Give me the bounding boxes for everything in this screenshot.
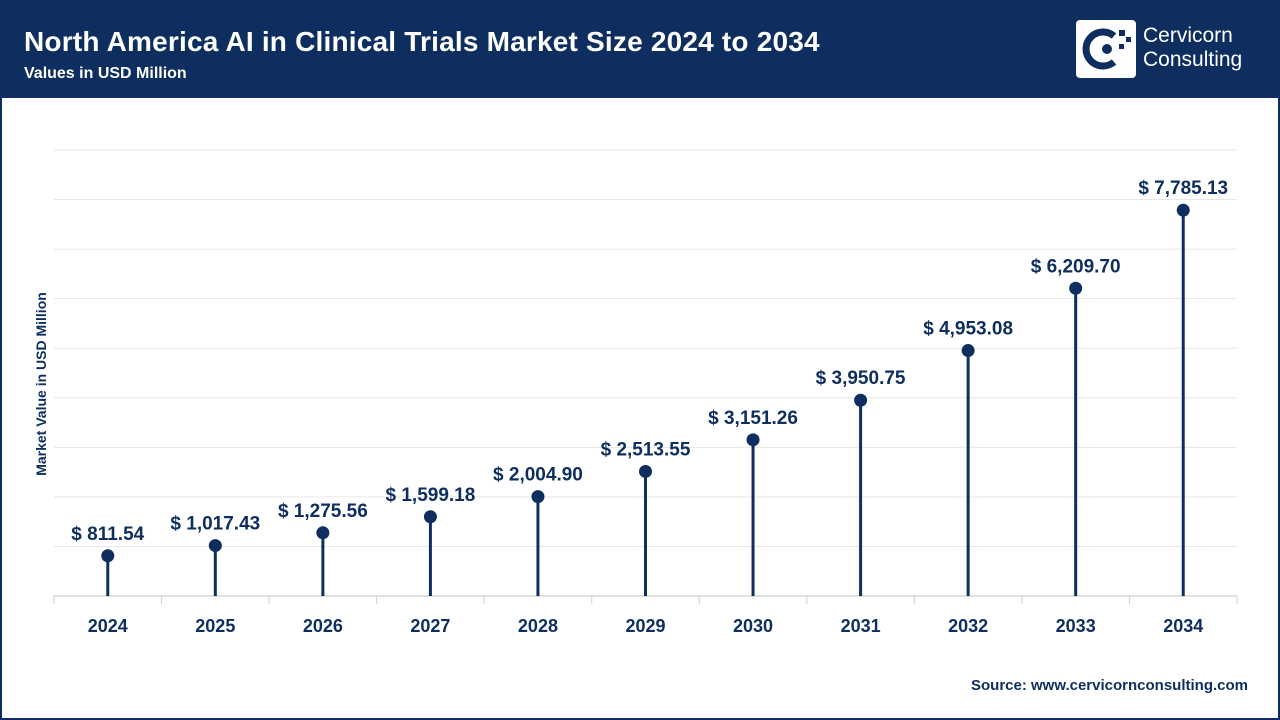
x-tick-label: 2033 [1056,616,1096,636]
data-label: $ 1,599.18 [386,485,476,506]
data-point [854,393,868,407]
data-label: $ 811.54 [71,524,144,545]
data-point [746,433,760,447]
data-label: $ 2,513.55 [601,439,691,460]
data-label: $ 1,017.43 [170,514,260,535]
data-point [639,464,652,478]
x-tick-label: 2034 [1163,616,1203,636]
data-label: $ 4,953.08 [923,319,1013,340]
data-point [208,539,222,553]
source-note: Source: www.cervicornconsulting.com [970,677,1248,694]
data-point [101,549,115,563]
x-tick-label: 2027 [410,616,450,636]
brand-logo-icon [1076,20,1136,78]
header-banner: North America AI in Clinical Trials Mark… [0,0,1280,98]
data-point [961,344,975,358]
data-label: $ 6,209.70 [1031,256,1121,277]
x-tick-label: 2031 [841,616,881,636]
x-tick-label: 2028 [518,616,558,636]
x-tick-label: 2030 [733,616,773,636]
x-tick-label: 2024 [88,616,128,636]
chart-title: North America AI in Clinical Trials Mark… [24,26,820,57]
chart-subtitle: Values in USD Million [24,65,187,82]
data-label: $ 1,275.56 [278,501,368,522]
x-tick-label: 2029 [625,616,665,636]
x-tick-label: 2032 [948,616,988,636]
data-label: $ 7,785.13 [1138,178,1228,199]
brand-name-line2: Consulting [1143,48,1243,71]
brand-name: Cervicorn Consulting [1143,24,1242,72]
data-label: $ 3,950.75 [816,368,906,389]
data-label: $ 3,151.26 [708,408,798,429]
data-label: $ 2,004.90 [493,465,583,486]
data-point [423,510,437,524]
data-point [531,490,545,504]
data-point [316,526,330,540]
x-tick-label: 2026 [303,616,343,636]
brand-name-line1: Cervicorn [1143,24,1233,47]
data-point [1176,203,1190,217]
data-point [1069,281,1083,295]
x-tick-label: 2025 [195,616,235,636]
